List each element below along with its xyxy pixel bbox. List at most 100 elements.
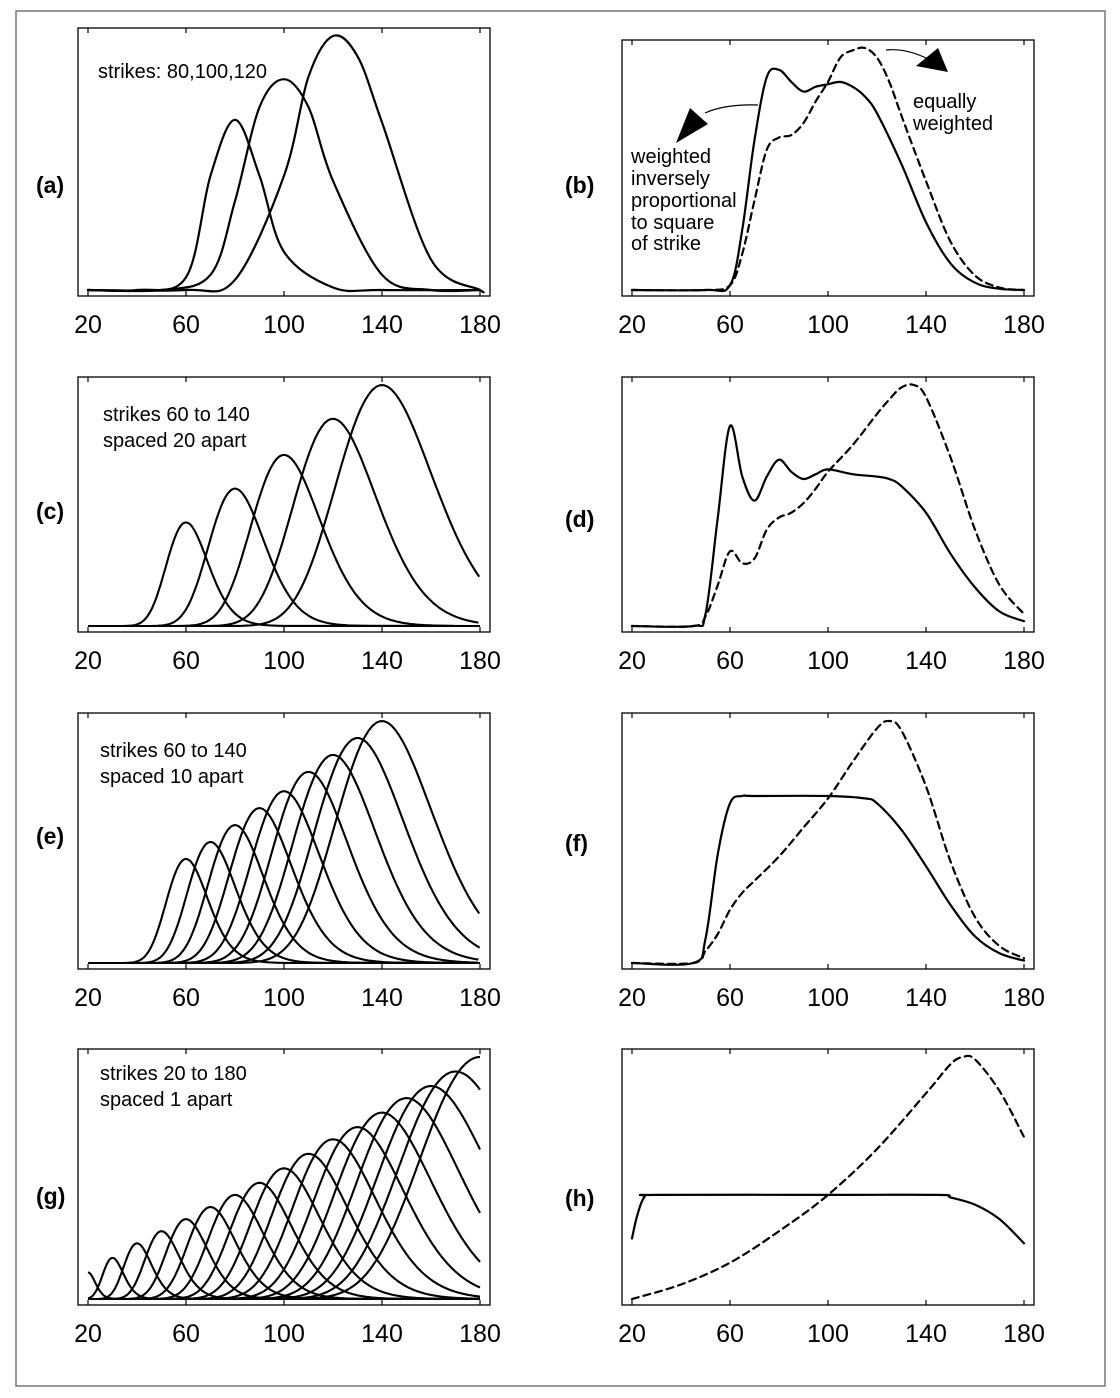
x-tick-label-a-100: 100 [263,311,305,339]
x-tick-label-f-140: 140 [905,984,947,1012]
plot-frame-d [621,376,1035,633]
strike-curve-e-140 [88,720,481,965]
annotation-b-inverse-1: weighted [630,146,711,168]
strike-curve-e-70 [88,841,481,965]
x-tick-label-c-100: 100 [263,647,305,675]
x-tick-label-c-140: 140 [361,647,403,675]
strike-curve-e-100 [88,790,481,965]
panel-label-f: (f) [565,830,588,856]
annotation-g-2: spaced 1 apart [100,1089,233,1111]
x-tick-label-d-180: 180 [1003,647,1045,675]
strike-curve-g-80 [88,1193,481,1301]
x-tick-label-h-180: 180 [1003,1320,1045,1348]
plot-a: 20 60 100 140 180 [74,27,501,339]
strike-curve-e-120 [88,753,479,965]
x-tick-label-d-20: 20 [618,647,646,675]
plot-c: 20 60 100 140 180 [74,376,501,675]
x-tick-label-c-60: 60 [172,647,200,675]
plot-b: 20 60 100 140 180 [618,39,1045,339]
annotation-b-inverse-2: inversely [631,168,710,190]
series-line-d-solid [630,424,1026,628]
x-tick-label-e-140: 140 [361,984,403,1012]
annotation-a: strikes: 80,100,120 [98,61,267,83]
panel-label-h: (h) [565,1185,594,1211]
panel-label-d: (d) [565,506,594,532]
x-tick-label-e-60: 60 [172,984,200,1012]
strike-curve-g-110 [88,1152,480,1301]
x-tick-label-f-60: 60 [716,984,744,1012]
x-tick-label-g-180: 180 [459,1320,501,1348]
panel-label-a: (a) [36,172,64,198]
annotation-c-1: strikes 60 to 140 [103,404,250,426]
x-tick-label-g-140: 140 [361,1320,403,1348]
strike-curve-g-100 [88,1167,481,1301]
x-tick-label-g-60: 60 [172,1320,200,1348]
strike-curve-g-160 [88,1084,481,1301]
plot-e: 20 60 100 140 180 [74,712,501,1012]
x-tick-label-d-140: 140 [905,647,947,675]
panel-label-e: (e) [36,823,64,849]
strike-curve-c-80 [88,487,481,628]
x-tick-label-f-180: 180 [1003,984,1045,1012]
strike-curve-c-140 [88,384,481,628]
series-line-b-solid [630,67,1026,293]
x-tick-label-e-100: 100 [263,984,305,1012]
panel-label-b: (b) [565,172,594,198]
strike-curve-e-90 [88,807,481,965]
plot-frame-f [621,712,1035,970]
annotation-e-1: strikes 60 to 140 [100,740,247,762]
x-tick-label-c-20: 20 [74,647,102,675]
annotation-e-2: spaced 10 apart [100,766,244,788]
plot-d: 20 60 100 140 180 [618,376,1045,675]
strike-curve-a-100 [86,78,482,293]
x-tick-label-h-100: 100 [807,1320,849,1348]
x-tick-label-b-20: 20 [618,311,646,339]
strike-curve-e-80 [88,824,481,965]
x-tick-label-h-60: 60 [716,1320,744,1348]
arrow-inverse-weighted [704,104,759,114]
x-tick-label-a-20: 20 [74,311,102,339]
series-line-f-dashed [630,719,1026,965]
strike-curve-g-130 [88,1126,481,1301]
strike-curve-g-180 [88,1055,480,1301]
plot-h: 20 60 100 140 180 [618,1048,1045,1348]
series-line-h-solid [630,1193,1026,1245]
annotation-b-inverse-3: proportional [631,190,737,212]
x-tick-label-a-140: 140 [361,311,403,339]
strike-curve-g-150 [88,1097,481,1301]
strike-curve-a-80 [86,118,482,293]
x-tick-label-d-100: 100 [807,647,849,675]
x-tick-label-e-180: 180 [459,984,501,1012]
annotation-g-1: strikes 20 to 180 [100,1063,247,1085]
x-tick-label-g-20: 20 [74,1320,102,1348]
x-tick-label-d-60: 60 [716,647,744,675]
x-tick-label-g-100: 100 [263,1320,305,1348]
series-line-b-dashed [630,46,1026,292]
plot-g: 20 60 100 140 180 [74,1048,501,1348]
annotation-c-2: spaced 20 apart [103,430,247,452]
x-tick-label-e-20: 20 [74,984,102,1012]
x-tick-label-f-20: 20 [618,984,646,1012]
x-tick-label-f-100: 100 [807,984,849,1012]
annotation-b-inverse-5: of strike [631,233,701,255]
series-line-d-dashed [630,383,1026,628]
x-tick-label-c-180: 180 [459,647,501,675]
strike-curve-a-120 [86,34,485,294]
strike-curve-g-120 [88,1138,481,1301]
arrow-equally-weighted [885,49,927,59]
x-tick-label-a-60: 60 [172,311,200,339]
strike-curve-g-90 [88,1181,481,1301]
plot-frame-h [621,1048,1035,1306]
strike-curve-c-100 [88,453,481,628]
plot-f: 20 60 100 140 180 [618,712,1045,1012]
arrowhead-equally-weighted [916,48,948,72]
x-tick-label-a-180: 180 [459,311,501,339]
series-line-f-solid [630,794,1026,966]
x-tick-label-b-140: 140 [905,311,947,339]
figure-border [15,10,1106,1387]
x-tick-label-b-180: 180 [1003,311,1045,339]
strike-curve-e-110 [88,770,478,965]
strike-curve-g-140 [88,1111,481,1301]
annotation-b-inverse-4: to square [631,212,714,234]
